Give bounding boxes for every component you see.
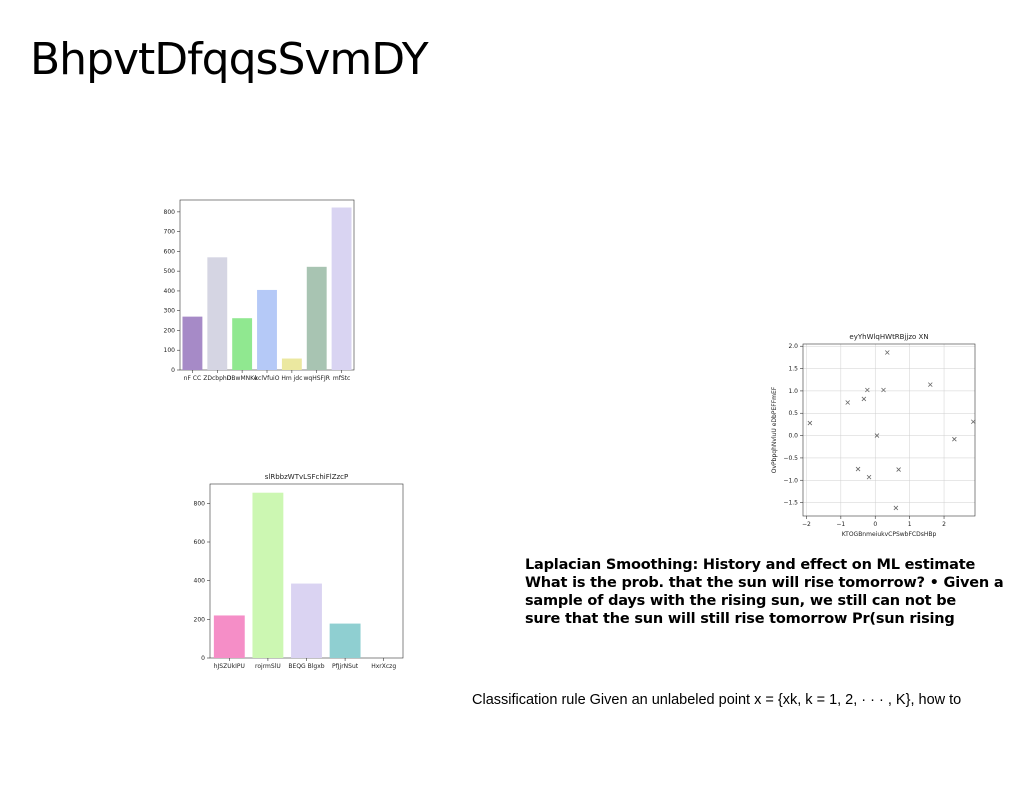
bar-chart-1: 0 100 200 300 400 500 600 700 800 nF CC ZDcbphD DBw… bbox=[150, 190, 370, 390]
scatter-point bbox=[865, 387, 870, 393]
y-tick-label: −0.5 bbox=[783, 455, 798, 462]
x-tick-label: DBwMNKe bbox=[227, 375, 258, 382]
bar bbox=[291, 583, 322, 658]
x-tick-label: 0 bbox=[873, 521, 877, 528]
bar bbox=[306, 266, 327, 370]
y-tick-label: −1.0 bbox=[783, 477, 798, 484]
bar bbox=[257, 289, 277, 370]
classification-text: Classification rule Given an unlabeled p… bbox=[472, 692, 962, 708]
chart-title: eyYhWlqHWtRBjjzo XN bbox=[849, 333, 928, 341]
bar-chart-2: slRbbzWTvLSFchiFlZzcP 0 200 400 600 800 hJSZUk… bbox=[170, 470, 420, 680]
x-tick-label: ZDcbphD bbox=[203, 375, 231, 382]
y-tick-label: 0.0 bbox=[788, 433, 798, 440]
y-tick-label: 0 bbox=[171, 367, 175, 374]
body-heading-line: sample of days with the rising sun, we s… bbox=[525, 593, 957, 609]
x-tick-label: mfStc bbox=[333, 375, 350, 382]
y-tick-label: −1.5 bbox=[783, 500, 798, 507]
scatter-point bbox=[884, 350, 890, 355]
y-tick-label: 400 bbox=[194, 578, 206, 585]
y-tick-label: 200 bbox=[164, 327, 176, 334]
scatter-point bbox=[893, 505, 899, 511]
x-axis-label: KTOGBnmeiukvCPSwbFCDsHBp bbox=[842, 531, 937, 538]
body-heading: Laplacian Smoothing: History and effect … bbox=[525, 556, 1010, 628]
y-tick-label: 2.0 bbox=[788, 343, 798, 350]
y-tick-label: 600 bbox=[164, 248, 176, 255]
scatter-point bbox=[807, 420, 813, 426]
x-tick-label: wqHSFJR bbox=[303, 375, 329, 382]
bar bbox=[329, 623, 361, 658]
x-tick-label: kclVfuiO bbox=[255, 375, 280, 382]
x-tick-label: rojrmSlU bbox=[255, 663, 281, 670]
scatter-point bbox=[952, 436, 957, 442]
scatter-point bbox=[896, 467, 901, 472]
y-tick-label: 1.5 bbox=[788, 366, 798, 373]
y-tick-label: 800 bbox=[164, 209, 176, 216]
bar bbox=[252, 492, 284, 658]
scatter-point bbox=[927, 382, 933, 387]
y-tick-label: 800 bbox=[194, 500, 206, 507]
scatter-point bbox=[855, 466, 861, 472]
chart-title: slRbbzWTvLSFchiFlZzcP bbox=[265, 473, 348, 481]
x-tick-label: PfJjrNSut bbox=[332, 663, 359, 670]
x-tick-label: −2 bbox=[802, 521, 811, 528]
scatter-point bbox=[881, 387, 886, 393]
y-axis-label: OvPbpqhNvluU eDbPEFFmEF bbox=[771, 386, 778, 473]
y-tick-label: 0.5 bbox=[788, 410, 798, 417]
y-tick-label: 600 bbox=[194, 539, 206, 546]
x-tick-label: BEQG Blgxb bbox=[288, 663, 324, 670]
body-heading-line: sure that the sun will still rise tomorr… bbox=[525, 611, 955, 627]
plot-frame bbox=[802, 343, 976, 517]
bar bbox=[232, 318, 253, 370]
scatter-point bbox=[970, 419, 976, 425]
scatter-point bbox=[866, 474, 872, 480]
x-tick-label: 2 bbox=[942, 521, 946, 528]
body-heading-line: What is the prob. that the sun will rise… bbox=[525, 575, 1004, 591]
x-tick-label: hJSZUkIPU bbox=[214, 663, 245, 670]
bar bbox=[207, 257, 228, 370]
x-tick-label: 1 bbox=[908, 521, 912, 528]
scatter-chart: eyYhWlqHWtRBjjzo XN −1.5 −1.0 −0.5 0.0 0.5 1.0… bbox=[770, 330, 985, 545]
y-tick-label: 500 bbox=[164, 268, 176, 275]
body-heading-line: Laplacian Smoothing: History and effect … bbox=[525, 557, 976, 573]
bar bbox=[182, 316, 203, 370]
y-tick-label: 200 bbox=[194, 616, 206, 623]
scatter-point bbox=[861, 396, 867, 402]
y-tick-label: 100 bbox=[164, 347, 176, 354]
slide-title: BhpvtDfqqsSvmDY bbox=[30, 34, 429, 85]
scatter-point bbox=[845, 400, 851, 405]
scatter-point bbox=[874, 433, 880, 438]
x-tick-label: Hm jdc bbox=[281, 375, 302, 382]
bar bbox=[281, 358, 302, 370]
bar bbox=[213, 615, 245, 658]
y-tick-label: 0 bbox=[201, 655, 205, 662]
y-tick-label: 300 bbox=[164, 308, 176, 315]
x-tick-label: nF CC bbox=[184, 375, 202, 382]
y-tick-label: 1.0 bbox=[788, 388, 798, 395]
y-tick-label: 400 bbox=[164, 288, 176, 295]
x-tick-label: HxrXczg bbox=[371, 663, 396, 670]
y-tick-label: 700 bbox=[164, 229, 176, 236]
bar bbox=[331, 207, 352, 370]
x-tick-label: −1 bbox=[836, 521, 845, 528]
